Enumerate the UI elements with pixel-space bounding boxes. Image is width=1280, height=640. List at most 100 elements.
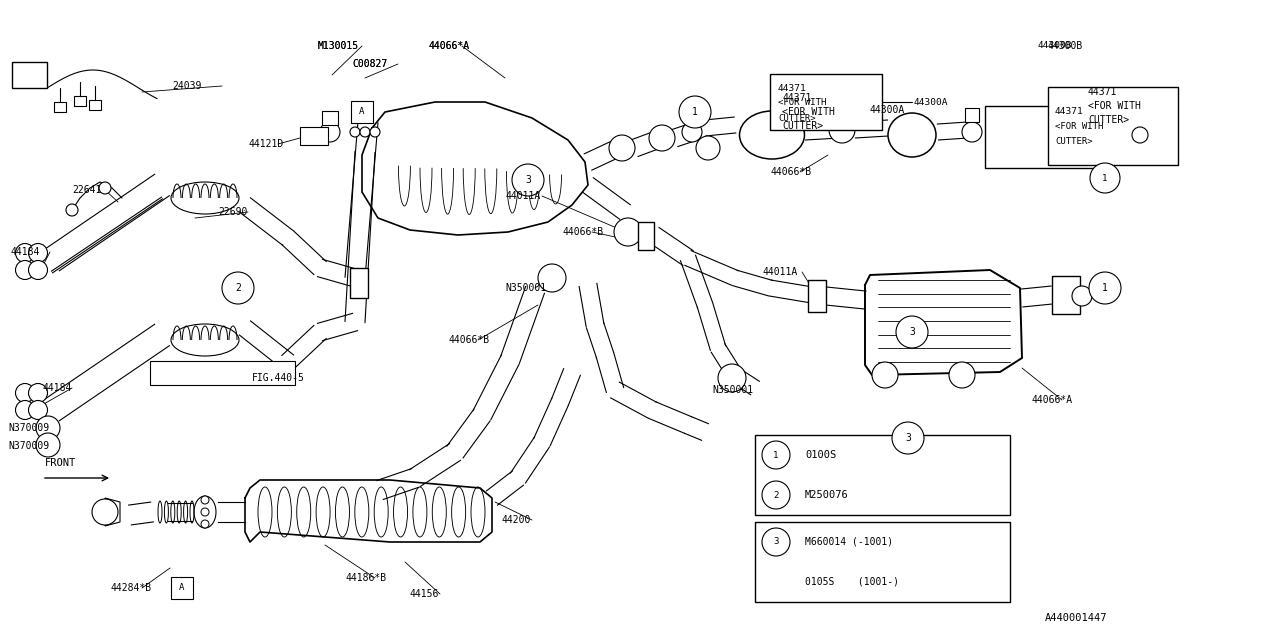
Bar	[12, 62, 47, 88]
Polygon shape	[218, 502, 244, 522]
Text: 44200: 44200	[502, 515, 531, 525]
Bar	[986, 106, 1110, 168]
Circle shape	[360, 127, 370, 137]
Text: 1: 1	[692, 107, 698, 117]
Polygon shape	[500, 287, 544, 364]
Text: 3: 3	[525, 175, 531, 185]
Text: 22690: 22690	[218, 207, 247, 217]
Bar	[172, 577, 193, 599]
Text: CUTTER>: CUTTER>	[1055, 138, 1093, 147]
Circle shape	[609, 135, 635, 161]
Circle shape	[92, 499, 118, 525]
Text: <FOR WITH: <FOR WITH	[782, 107, 835, 117]
Bar	[1048, 87, 1178, 165]
Polygon shape	[596, 353, 623, 392]
Circle shape	[872, 362, 899, 388]
Polygon shape	[168, 503, 192, 521]
Polygon shape	[129, 502, 154, 525]
Polygon shape	[239, 198, 293, 245]
Polygon shape	[649, 402, 691, 433]
Text: 44066*A: 44066*A	[1032, 395, 1073, 405]
Polygon shape	[681, 255, 713, 308]
Text: A: A	[179, 584, 184, 593]
Text: CUTTER>: CUTTER>	[1088, 115, 1129, 125]
Text: A440001447: A440001447	[1044, 613, 1107, 623]
Circle shape	[15, 383, 35, 403]
Circle shape	[28, 243, 47, 262]
Polygon shape	[865, 270, 1021, 375]
Polygon shape	[685, 251, 739, 285]
Text: N370009: N370009	[8, 441, 49, 451]
Circle shape	[221, 272, 253, 304]
Circle shape	[614, 218, 643, 246]
Bar	[685, 108, 699, 122]
Text: 44066*A: 44066*A	[428, 41, 470, 51]
Circle shape	[15, 260, 35, 280]
Text: 44184: 44184	[42, 383, 72, 393]
Text: 44066*B: 44066*B	[448, 335, 489, 345]
Circle shape	[320, 122, 340, 142]
Text: 44011A: 44011A	[506, 191, 540, 201]
Text: 44371: 44371	[782, 93, 812, 103]
Bar	[808, 280, 826, 312]
Circle shape	[718, 364, 746, 392]
Bar	[965, 108, 979, 122]
Circle shape	[201, 496, 209, 504]
Text: 44066*B: 44066*B	[562, 227, 603, 237]
Text: 2: 2	[236, 283, 241, 293]
Polygon shape	[244, 480, 492, 542]
Circle shape	[349, 127, 360, 137]
Circle shape	[678, 96, 710, 128]
Circle shape	[201, 508, 209, 516]
Circle shape	[948, 362, 975, 388]
Circle shape	[28, 383, 47, 403]
Text: 44011A: 44011A	[762, 267, 797, 277]
Circle shape	[762, 481, 790, 509]
Text: M130015: M130015	[317, 41, 360, 51]
Text: 0100S: 0100S	[805, 450, 836, 460]
Polygon shape	[282, 232, 326, 275]
Text: 1: 1	[1102, 283, 1108, 293]
Bar	[150, 361, 294, 385]
Polygon shape	[105, 498, 120, 526]
Polygon shape	[552, 369, 580, 405]
Text: 44066*B: 44066*B	[771, 167, 812, 177]
Polygon shape	[1021, 286, 1053, 307]
Ellipse shape	[888, 113, 936, 157]
Polygon shape	[45, 324, 169, 420]
Circle shape	[829, 117, 855, 143]
Ellipse shape	[172, 182, 239, 214]
Polygon shape	[239, 321, 293, 369]
Polygon shape	[282, 325, 326, 369]
Text: 3: 3	[773, 538, 778, 547]
Text: 44371: 44371	[1055, 108, 1084, 116]
Bar	[637, 222, 654, 250]
Circle shape	[696, 136, 721, 160]
Circle shape	[963, 122, 982, 142]
Text: 1: 1	[773, 451, 778, 460]
Polygon shape	[649, 228, 692, 266]
Bar	[349, 268, 369, 298]
Bar	[300, 127, 328, 145]
Polygon shape	[704, 117, 736, 136]
Text: M660014 (-1001): M660014 (-1001)	[805, 537, 893, 547]
Bar	[323, 111, 338, 125]
Text: <FOR WITH: <FOR WITH	[1055, 122, 1103, 131]
Polygon shape	[672, 120, 708, 147]
Polygon shape	[805, 122, 841, 140]
Polygon shape	[362, 102, 588, 235]
Circle shape	[67, 204, 78, 216]
Polygon shape	[611, 382, 657, 418]
Circle shape	[682, 122, 701, 142]
Circle shape	[1089, 272, 1121, 304]
Polygon shape	[474, 355, 518, 420]
Bar	[1135, 112, 1151, 128]
Polygon shape	[45, 174, 169, 271]
Text: 3: 3	[909, 327, 915, 337]
Text: 44121D: 44121D	[248, 139, 283, 149]
Polygon shape	[937, 122, 969, 140]
Text: 44371: 44371	[1088, 87, 1117, 97]
Polygon shape	[698, 303, 726, 350]
Text: N350001: N350001	[506, 283, 547, 293]
Text: C00827: C00827	[352, 59, 388, 69]
